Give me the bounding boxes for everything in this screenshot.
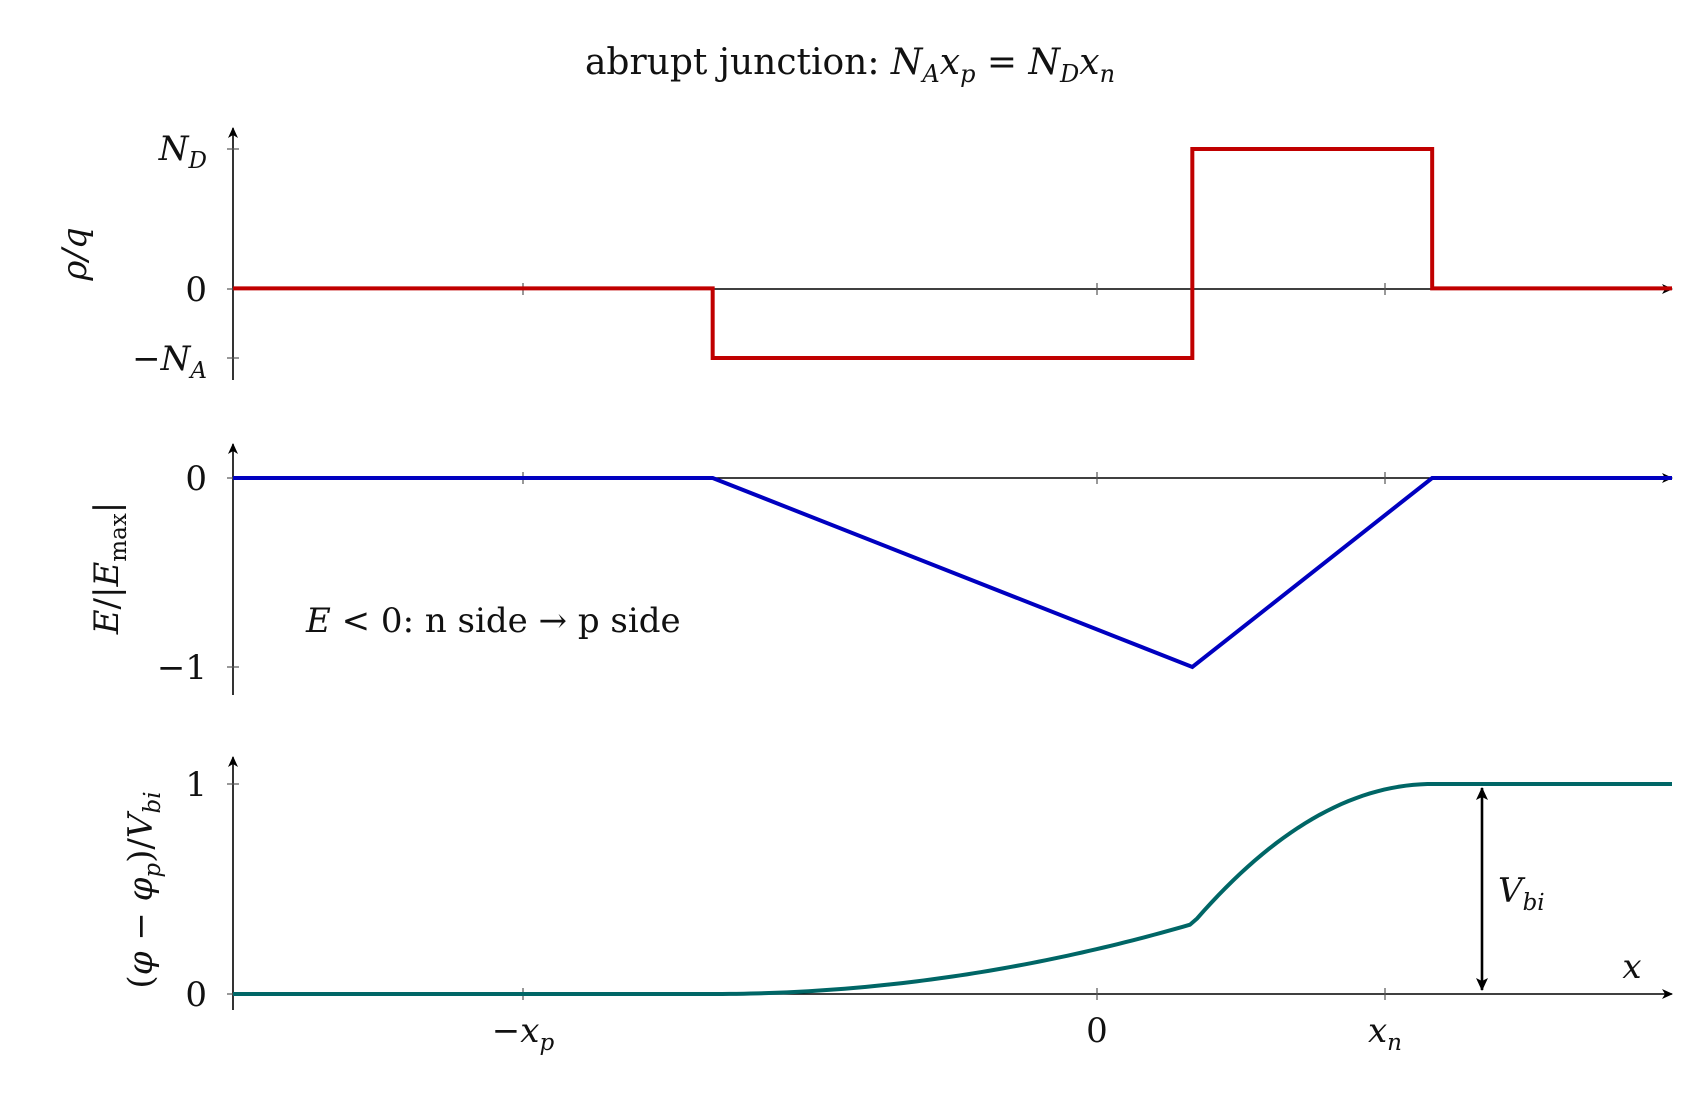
xtick-label-xn: xn xyxy=(1368,1011,1402,1056)
x-axis-label: x xyxy=(1622,947,1641,987)
rho-ytick-label-na: −NA xyxy=(132,339,207,384)
rho-ylabel: ρ/q xyxy=(55,227,95,281)
xtick-label-zero: 0 xyxy=(1086,1011,1108,1051)
rho-series-line xyxy=(233,147,1672,360)
potential-ytick-label-zero: 0 xyxy=(185,975,207,1015)
field-ytick-label-minus-one: −1 xyxy=(157,648,207,688)
rho-ticks xyxy=(227,148,1386,359)
vbi-label: Vbi xyxy=(1498,871,1545,916)
field-series-line xyxy=(233,476,1672,670)
potential-ticks xyxy=(227,783,1386,1000)
rho-ytick-label-zero: 0 xyxy=(185,270,207,310)
rho-panel: ND 0 −NA ρ/q xyxy=(55,127,1673,384)
rho-ytick-label-nd: ND xyxy=(158,129,207,174)
xtick-label-xp: −xp xyxy=(492,1011,555,1056)
field-ytick-label-zero: 0 xyxy=(185,459,207,499)
potential-ytick-label-one: 1 xyxy=(185,765,207,805)
field-annotation: E < 0: n side → p side xyxy=(305,601,681,641)
potential-panel: 1 0 (φ − φp)/Vbi x Vbi xyxy=(121,756,1673,1015)
chart-title: abrupt junction: NAxp = NDxn xyxy=(585,42,1115,88)
potential-series-line xyxy=(233,782,1672,996)
potential-ylabel: (φ − φp)/Vbi xyxy=(121,791,166,988)
field-panel: 0 −1 E/|Emax| E < 0: n side → p side xyxy=(87,443,1673,695)
field-ylabel: E/|Emax| xyxy=(87,502,132,636)
